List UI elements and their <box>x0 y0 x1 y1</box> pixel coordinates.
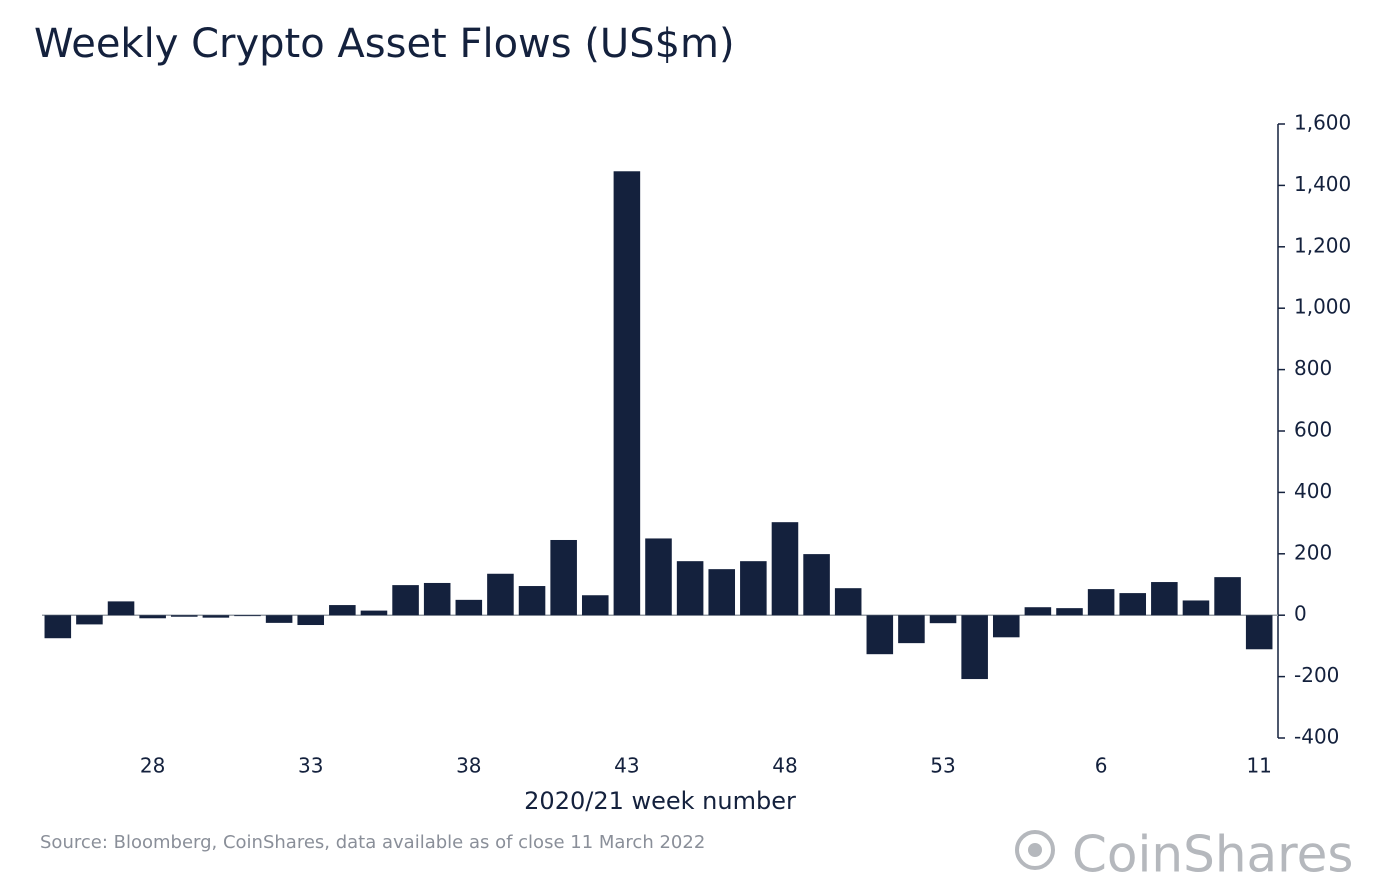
y-tick-label: 1,000 <box>1294 295 1351 319</box>
bar <box>139 615 166 619</box>
bar <box>929 615 957 624</box>
x-tick-label: 38 <box>456 754 481 778</box>
bar <box>740 561 767 616</box>
bar <box>170 615 198 617</box>
bar <box>1151 582 1178 616</box>
bar <box>771 522 799 616</box>
bar <box>676 561 704 616</box>
bar <box>613 171 641 616</box>
bar <box>1182 600 1210 616</box>
bar <box>265 615 293 623</box>
bar <box>961 615 988 680</box>
bar <box>581 595 609 616</box>
bar <box>487 573 514 616</box>
bar <box>1214 577 1241 616</box>
bar <box>107 601 135 616</box>
bar <box>898 615 925 644</box>
bar <box>234 615 261 617</box>
y-tick-label: 600 <box>1294 418 1332 442</box>
x-axis-label: 2020/21 week number <box>524 787 796 815</box>
bar <box>44 615 72 639</box>
x-tick-label: 33 <box>298 754 323 778</box>
y-tick-label: 400 <box>1294 479 1332 503</box>
x-tick-label: 53 <box>930 754 955 778</box>
y-tick-label: 800 <box>1294 356 1332 380</box>
logo-text: CoinShares <box>1072 826 1353 884</box>
bar <box>866 615 894 655</box>
logo-icon <box>1015 830 1055 870</box>
y-tick-label: 0 <box>1294 602 1307 626</box>
bar <box>1056 608 1083 616</box>
bar <box>202 615 230 618</box>
bar <box>392 585 419 616</box>
bar <box>834 588 862 616</box>
bar <box>455 599 483 616</box>
bar <box>360 610 388 616</box>
y-tick-label: 1,400 <box>1294 172 1351 196</box>
bar <box>329 605 356 616</box>
bar <box>297 615 325 626</box>
bar <box>708 569 736 616</box>
chart-title: Weekly Crypto Asset Flows (US$m) <box>34 21 735 67</box>
bar <box>1087 589 1115 616</box>
bar <box>518 586 546 616</box>
bar <box>992 615 1020 638</box>
x-tick-label: 48 <box>772 754 797 778</box>
x-tick-label: 11 <box>1246 754 1271 778</box>
y-tick-label: -200 <box>1294 663 1339 687</box>
y-tick-label: 1,200 <box>1294 233 1351 257</box>
bar <box>1024 607 1052 616</box>
y-tick-label: 1,600 <box>1294 111 1351 135</box>
y-tick-label: 200 <box>1294 540 1332 564</box>
bar <box>1119 593 1147 616</box>
source-note: Source: Bloomberg, CoinShares, data avai… <box>40 832 705 853</box>
bar <box>803 554 830 616</box>
bar <box>76 615 103 625</box>
bar <box>645 538 672 616</box>
x-tick-label: 43 <box>614 754 639 778</box>
bar <box>1245 615 1273 650</box>
x-tick-label: 28 <box>140 754 165 778</box>
bar <box>423 582 451 616</box>
x-tick-label: 6 <box>1095 754 1108 778</box>
y-tick-label: -400 <box>1294 725 1339 749</box>
bar <box>550 539 577 616</box>
